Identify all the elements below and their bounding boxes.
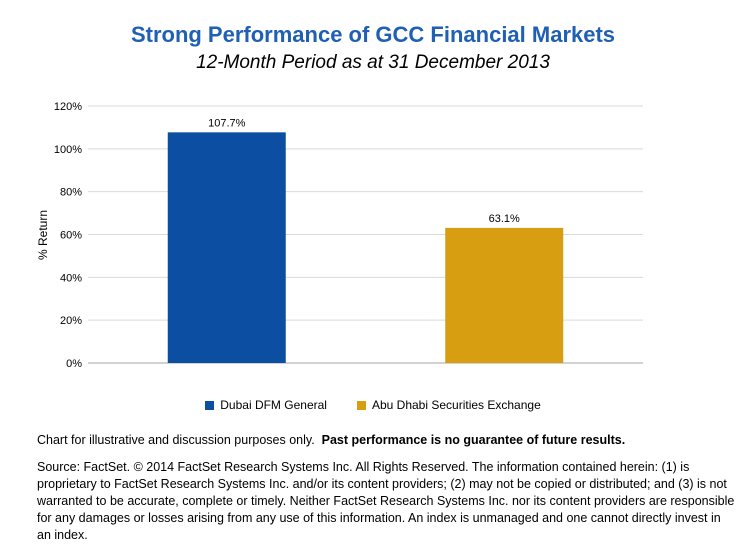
legend: Dubai DFM General Abu Dhabi Securities E…: [0, 398, 746, 412]
data-label-0: 107.7%: [208, 117, 246, 129]
legend-label-dubai: Dubai DFM General: [220, 398, 327, 412]
y-tick-label: 100%: [54, 144, 82, 156]
bar-chart: 107.7% 63.1% 0% 20% 40% 60% 80% 100% 120% % Ret…: [36, 101, 643, 370]
y-tick-label: 0%: [66, 358, 82, 370]
bar-0: [167, 132, 286, 363]
legend-label-abu-dhabi: Abu Dhabi Securities Exchange: [371, 398, 541, 412]
disclaimer: Chart for illustrative and discussion pu…: [37, 432, 737, 449]
disclaimer-bold-text: Past performance is no guarantee of futu…: [321, 433, 626, 447]
legend-item-dubai: Dubai DFM General: [205, 398, 327, 412]
y-tick-label: 80%: [60, 187, 82, 199]
legend-swatch-abu-dhabi: [356, 400, 366, 410]
bar-1: [445, 227, 564, 363]
y-tick-label: 120%: [54, 101, 82, 113]
y-axis-label: % Return: [36, 210, 50, 260]
source-note: Source: FactSet. © 2014 FactSet Research…: [37, 460, 735, 542]
bars: 107.7% 63.1%: [167, 117, 564, 363]
y-tick-label: 20%: [60, 315, 82, 327]
y-tick-label: 40%: [60, 272, 82, 284]
disclaimer-text: Chart for illustrative and discussion pu…: [37, 433, 315, 447]
data-label-1: 63.1%: [489, 213, 520, 225]
legend-item-abu-dhabi: Abu Dhabi Securities Exchange: [356, 398, 541, 412]
legend-swatch-dubai: [205, 400, 215, 410]
y-tick-label: 60%: [60, 230, 82, 242]
footnotes: Chart for illustrative and discussion pu…: [37, 432, 737, 544]
chart-title: Strong Performance of GCC Financial Mark…: [130, 22, 616, 47]
chart-subtitle: 12-Month Period as at 31 December 2013: [196, 52, 550, 73]
y-axis-ticks: 0% 20% 40% 60% 80% 100% 120%: [54, 101, 82, 370]
